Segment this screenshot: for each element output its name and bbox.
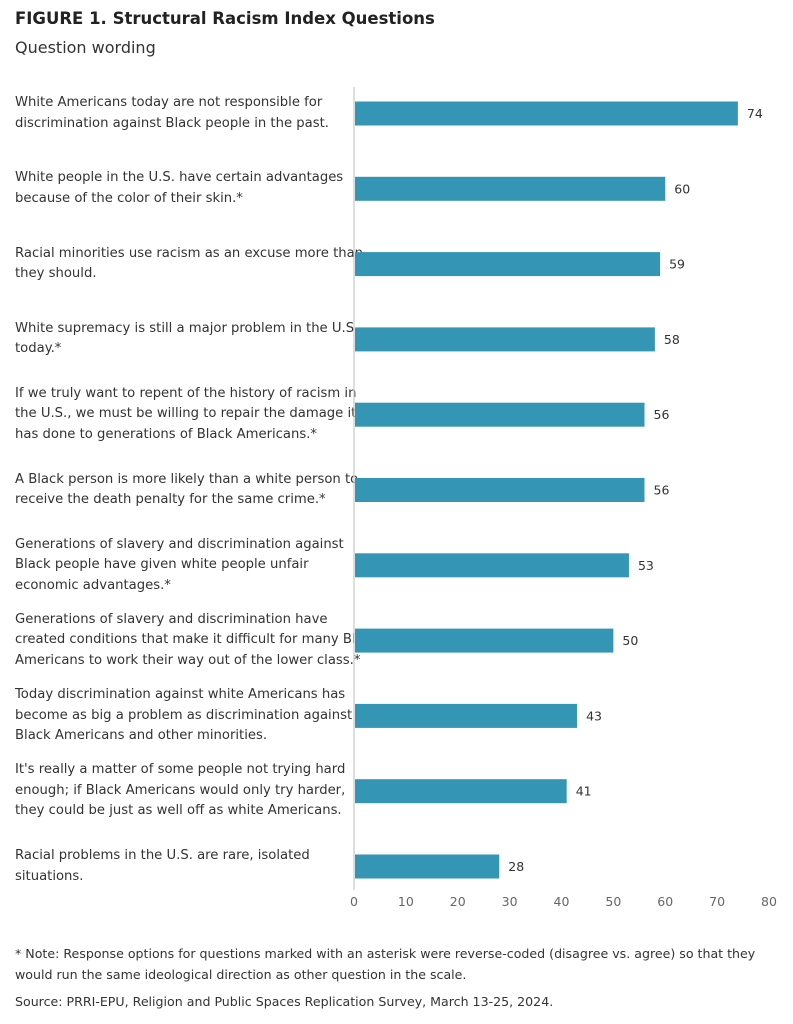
category-label-line: created conditions that make it difficul… <box>15 632 379 648</box>
category-label-line: receive the death penalty for the same c… <box>15 492 326 507</box>
x-tick-label: 0 <box>350 894 358 909</box>
category-label-line: If we truly want to repent of the histor… <box>15 385 357 401</box>
category-label-line: they could be just as well off as white … <box>15 803 342 819</box>
category-label-line: Racial minorities use racism as an excus… <box>15 245 364 261</box>
bar-chart: 74 60 59 58 56 56 53 50 43 41 28 0 10 20 30 40 50 60 70 80 <box>350 87 777 909</box>
bar <box>355 327 655 352</box>
data-label: 74 <box>747 106 763 121</box>
bar <box>355 176 666 201</box>
x-tick-label: 10 <box>398 894 414 909</box>
category-label: White Americans today are not responsibl… <box>15 93 353 134</box>
x-tick-label: 70 <box>709 894 725 909</box>
category-label: White people in the U.S. have certain ad… <box>15 168 353 209</box>
x-tick-label: 60 <box>657 894 673 909</box>
category-label-line: Generations of slavery and discriminatio… <box>15 611 328 627</box>
category-label-line: Americans to work their way out of the l… <box>15 652 361 668</box>
bar <box>355 628 614 653</box>
bar <box>355 402 645 427</box>
category-label: A Black person is more likely than a whi… <box>15 470 359 511</box>
bar <box>355 478 645 502</box>
category-label-line: has done to generations of Black America… <box>15 426 318 442</box>
category-label-line: A Black person is more likely than a whi… <box>15 471 359 487</box>
category-label: Racial problems in the U.S. are rare, is… <box>15 846 353 887</box>
data-label: 43 <box>586 708 602 723</box>
category-label-line: Generations of slavery and discriminatio… <box>15 536 344 552</box>
category-label-line: they should. <box>15 266 97 282</box>
category-label-line: discrimination against Black people in t… <box>15 115 329 131</box>
data-label: 28 <box>508 859 524 874</box>
bar <box>355 854 500 879</box>
source-note: Source: PRRI-EPU, Religion and Public Sp… <box>15 994 554 1009</box>
category-label: Generations of slavery and discriminatio… <box>15 610 379 672</box>
chart-subtitle: Question wording <box>15 38 156 57</box>
category-label-line: situations. <box>15 868 84 884</box>
category-label-line: because of the color of their skin.* <box>15 190 243 206</box>
data-label: 58 <box>664 332 680 347</box>
data-label: 50 <box>622 633 638 648</box>
category-label-line: Today discrimination against white Ameri… <box>15 687 346 703</box>
data-label: 56 <box>654 407 670 422</box>
category-label: Generations of slavery and discriminatio… <box>15 535 353 597</box>
category-label-line: economic advantages.* <box>15 577 171 593</box>
category-label-line: White Americans today are not responsibl… <box>15 95 323 110</box>
bar <box>355 553 629 578</box>
data-label: 41 <box>576 784 592 799</box>
category-label: Today discrimination against white Ameri… <box>15 685 353 747</box>
bar <box>355 703 578 728</box>
data-label: 53 <box>638 558 654 573</box>
category-label: If we truly want to repent of the histor… <box>15 384 357 446</box>
category-label: Racial minorities use racism as an excus… <box>15 244 364 285</box>
category-label-line: White supremacy is still a major problem… <box>15 320 359 336</box>
chart-title: FIGURE 1. Structural Racism Index Questi… <box>15 9 435 28</box>
category-label-line: Black Americans and other minorities. <box>15 728 268 744</box>
bar <box>355 101 738 126</box>
data-label: 60 <box>674 181 690 196</box>
category-label-line: the U.S., we must be willing to repair t… <box>15 406 357 422</box>
bar <box>355 779 567 804</box>
x-tick-label: 40 <box>554 894 570 909</box>
data-label: 59 <box>669 257 685 272</box>
category-label: It's really a matter of some people not … <box>15 760 353 822</box>
footnote: * Note: Response options for questions m… <box>15 946 756 982</box>
x-tick-label: 80 <box>761 894 777 909</box>
category-label-line: enough; if Black Americans would only tr… <box>15 782 346 798</box>
x-tick-label: 20 <box>450 894 466 909</box>
category-label-line: Racial problems in the U.S. are rare, is… <box>15 848 310 863</box>
category-label-line: today.* <box>15 341 62 357</box>
bar <box>355 252 661 277</box>
category-label-line: White people in the U.S. have certain ad… <box>15 170 344 186</box>
category-label-line: Black people have given white people unf… <box>15 557 309 573</box>
category-label-line: become as big a problem as discriminatio… <box>15 707 353 723</box>
data-label: 56 <box>654 483 670 498</box>
x-tick-label: 50 <box>605 894 621 909</box>
x-tick-label: 30 <box>502 894 518 909</box>
category-label-line: It's really a matter of some people not … <box>15 762 346 778</box>
category-label: White supremacy is still a major problem… <box>15 319 359 360</box>
